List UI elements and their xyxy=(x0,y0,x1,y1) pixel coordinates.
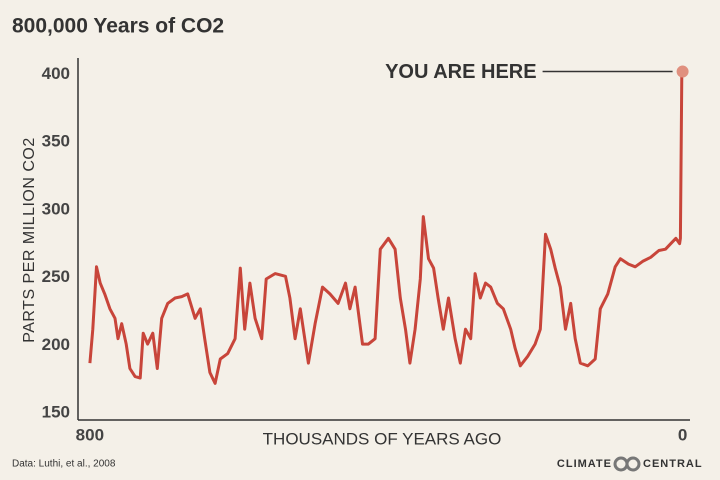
x-tick-label: 800 xyxy=(76,425,104,444)
y-tick-label: 200 xyxy=(42,335,70,354)
x-tick-label: 0 xyxy=(678,425,687,444)
logo-text: CENTRAL xyxy=(643,458,703,470)
source: Data: Luthi, et al., 2008 xyxy=(12,459,116,470)
line-series xyxy=(88,71,685,385)
y-tick-label: 350 xyxy=(42,132,70,151)
y-tick-label: 400 xyxy=(42,64,70,83)
y-axis-label: PARTS PER MILLION CO2 xyxy=(21,137,38,343)
x-axis-label: THOUSANDS OF YEARS AGO xyxy=(263,429,502,448)
logo-icon xyxy=(625,456,641,472)
y-tick-label: 150 xyxy=(42,403,70,422)
current-point xyxy=(676,65,689,78)
y-tick-label: 250 xyxy=(42,267,70,286)
logo-text: CLIMATE xyxy=(557,458,612,470)
chart-title: 800,000 Years of CO2 xyxy=(12,15,224,38)
annotation: YOU ARE HERE xyxy=(385,61,537,83)
y-tick-label: 300 xyxy=(42,199,70,218)
